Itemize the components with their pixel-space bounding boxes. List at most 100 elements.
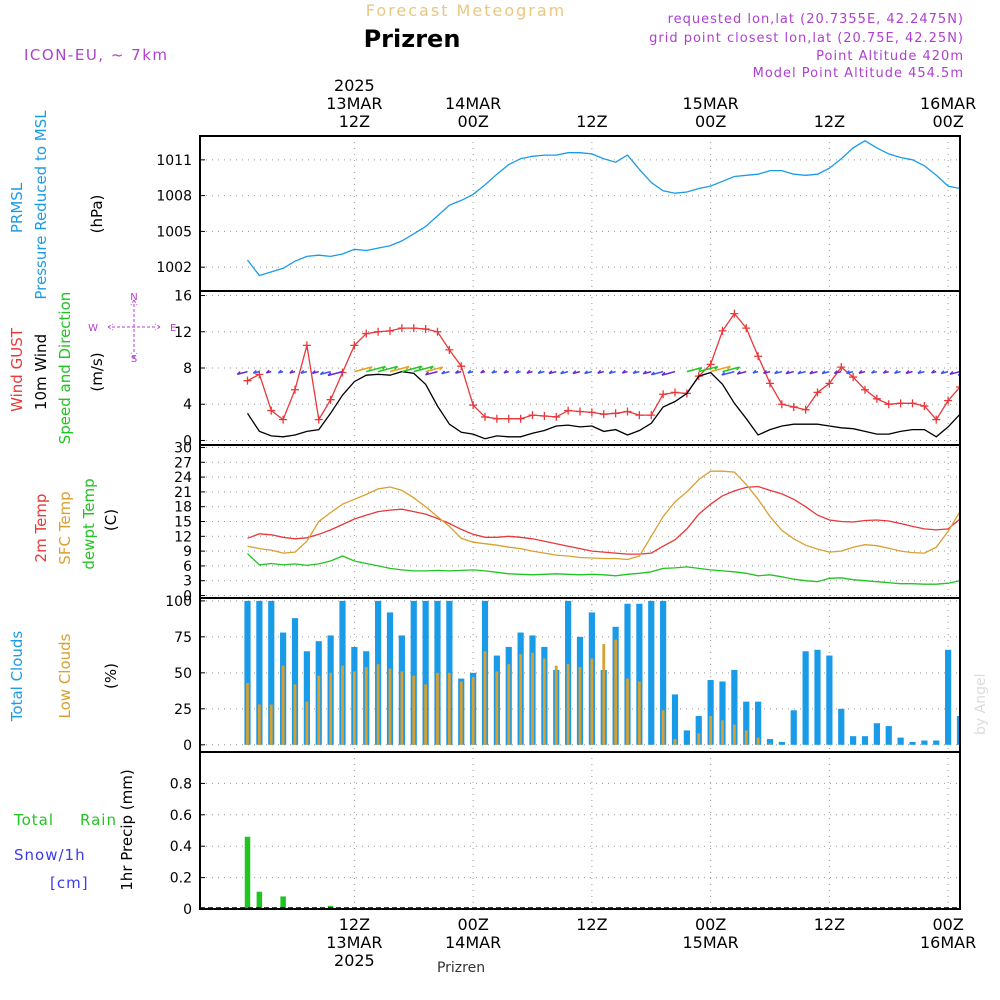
precip-plot [244, 836, 334, 909]
label-precip-mm: 1hr Precip (mm) [118, 769, 136, 890]
total-cloud-bar [802, 651, 809, 745]
wind-arrow-head [289, 369, 294, 374]
pressure-line-0 [246, 140, 960, 277]
gust-marker [849, 373, 858, 382]
credit: by Angel [973, 674, 989, 735]
super-title: Forecast Meteogram [366, 1, 566, 20]
low-cloud-bar [246, 682, 249, 745]
low-cloud-bar [424, 684, 428, 745]
gust-marker [932, 415, 941, 424]
wind-arrow-head [871, 369, 875, 374]
low-cloud-bar [661, 710, 665, 745]
wind-arrow-head [661, 371, 666, 376]
gust-marker [552, 412, 561, 421]
time-top-label: 00Z [457, 112, 488, 131]
label-hpa: (hPa) [88, 195, 106, 234]
wind-arrow [354, 366, 373, 373]
legend-total: Total [13, 811, 54, 829]
gust-markers [243, 309, 960, 424]
wind-arrow-head [894, 369, 899, 374]
label-low-clouds: Low Clouds [56, 633, 74, 718]
gust-marker [766, 379, 774, 388]
wind-arrow [237, 370, 248, 376]
wind-ytick-label: 8 [183, 361, 192, 377]
total-cloud-bar [861, 736, 869, 745]
gust-marker [255, 370, 264, 379]
label-wind-gust: Wind GUST [8, 327, 26, 412]
clouds-ytick-label: 25 [174, 702, 192, 718]
gust-marker [777, 400, 786, 409]
legend-cm: [cm] [50, 874, 89, 892]
gust-marker [611, 409, 620, 418]
total-cloud-bar [766, 739, 774, 745]
wind-arrow-head [265, 369, 270, 374]
temperature-grid [200, 445, 960, 598]
gust-marker [789, 402, 798, 411]
label-dewpt-temp: dewpt Temp [80, 478, 98, 569]
time-bottom-label: 12Z [339, 915, 370, 934]
precip-frame [199, 751, 961, 910]
gust-marker [528, 411, 537, 420]
low-cloud-bar [519, 654, 523, 745]
low-cloud-bar [602, 644, 606, 745]
clouds-grid [200, 598, 960, 752]
time-bottom-label: 00Z [695, 915, 726, 934]
low-cloud-bar [364, 667, 368, 745]
total-cloud-bar [873, 723, 880, 745]
time-top-label: 16MAR [920, 94, 976, 113]
wind-arrow [413, 365, 434, 373]
time-top-label: 14MAR [445, 94, 501, 113]
total-cloud-bar [755, 701, 762, 745]
gust-marker [492, 414, 501, 423]
wind-ytick-label: 4 [183, 397, 192, 413]
total-cloud-bar [850, 736, 857, 745]
gust-marker [540, 412, 549, 421]
info-model-altitude: Model Point Altitude 454.5m [753, 66, 964, 81]
wind-arrow [389, 365, 410, 373]
total-cloud-bar [743, 701, 750, 745]
gust-marker [956, 383, 960, 392]
low-cloud-bar [768, 743, 772, 745]
time-bottom-label: 2025 [334, 951, 375, 970]
gust-marker [267, 406, 276, 415]
time-top-label: 00Z [932, 112, 963, 131]
low-cloud-bar [495, 671, 499, 745]
total-cloud-bar [838, 708, 845, 745]
wind-arrow-head [526, 369, 531, 374]
wind-arrow-head [809, 370, 814, 375]
total-cloud-bar [660, 600, 667, 745]
gust-marker [457, 362, 466, 371]
precip-bar [244, 836, 251, 909]
temperature-ytick-label: 18 [174, 500, 192, 516]
panel-pressure: 1002 1005 1008 1011 [156, 135, 961, 292]
total-cloud-bar [814, 649, 821, 745]
total-cloud-bar [707, 680, 714, 745]
wind-line-0 [247, 312, 960, 422]
gust-marker [872, 394, 881, 403]
gust-marker [302, 341, 311, 350]
temperature-ytick-label: 6 [183, 559, 192, 575]
total-cloud-bar [778, 741, 785, 745]
label-prmsl: PRMSL [8, 182, 26, 233]
low-cloud-bar [317, 675, 321, 745]
wind-arrow [722, 366, 740, 373]
precip-grid [200, 752, 960, 910]
wind-arrow-head [300, 369, 305, 374]
clouds-ytick-label: 50 [174, 666, 192, 682]
gust-marker [314, 415, 323, 424]
low-cloud-bar [269, 704, 273, 745]
wind-arrow-head [721, 371, 726, 376]
gust-marker [362, 329, 371, 338]
time-top-label: 12Z [814, 112, 845, 131]
header: Forecast Meteogram Prizren ICON-EU, ~ 7k… [24, 1, 989, 976]
gust-marker [647, 411, 656, 420]
gust-marker [801, 405, 810, 414]
gust-marker [837, 363, 846, 372]
gust-marker [718, 326, 727, 335]
wind-arrow-head [752, 369, 757, 374]
precip-series-0 [244, 836, 334, 909]
precip-bar [280, 896, 286, 909]
pressure-plot [246, 140, 960, 277]
wind-arrow-head [252, 369, 257, 374]
low-cloud-bar [554, 665, 558, 745]
